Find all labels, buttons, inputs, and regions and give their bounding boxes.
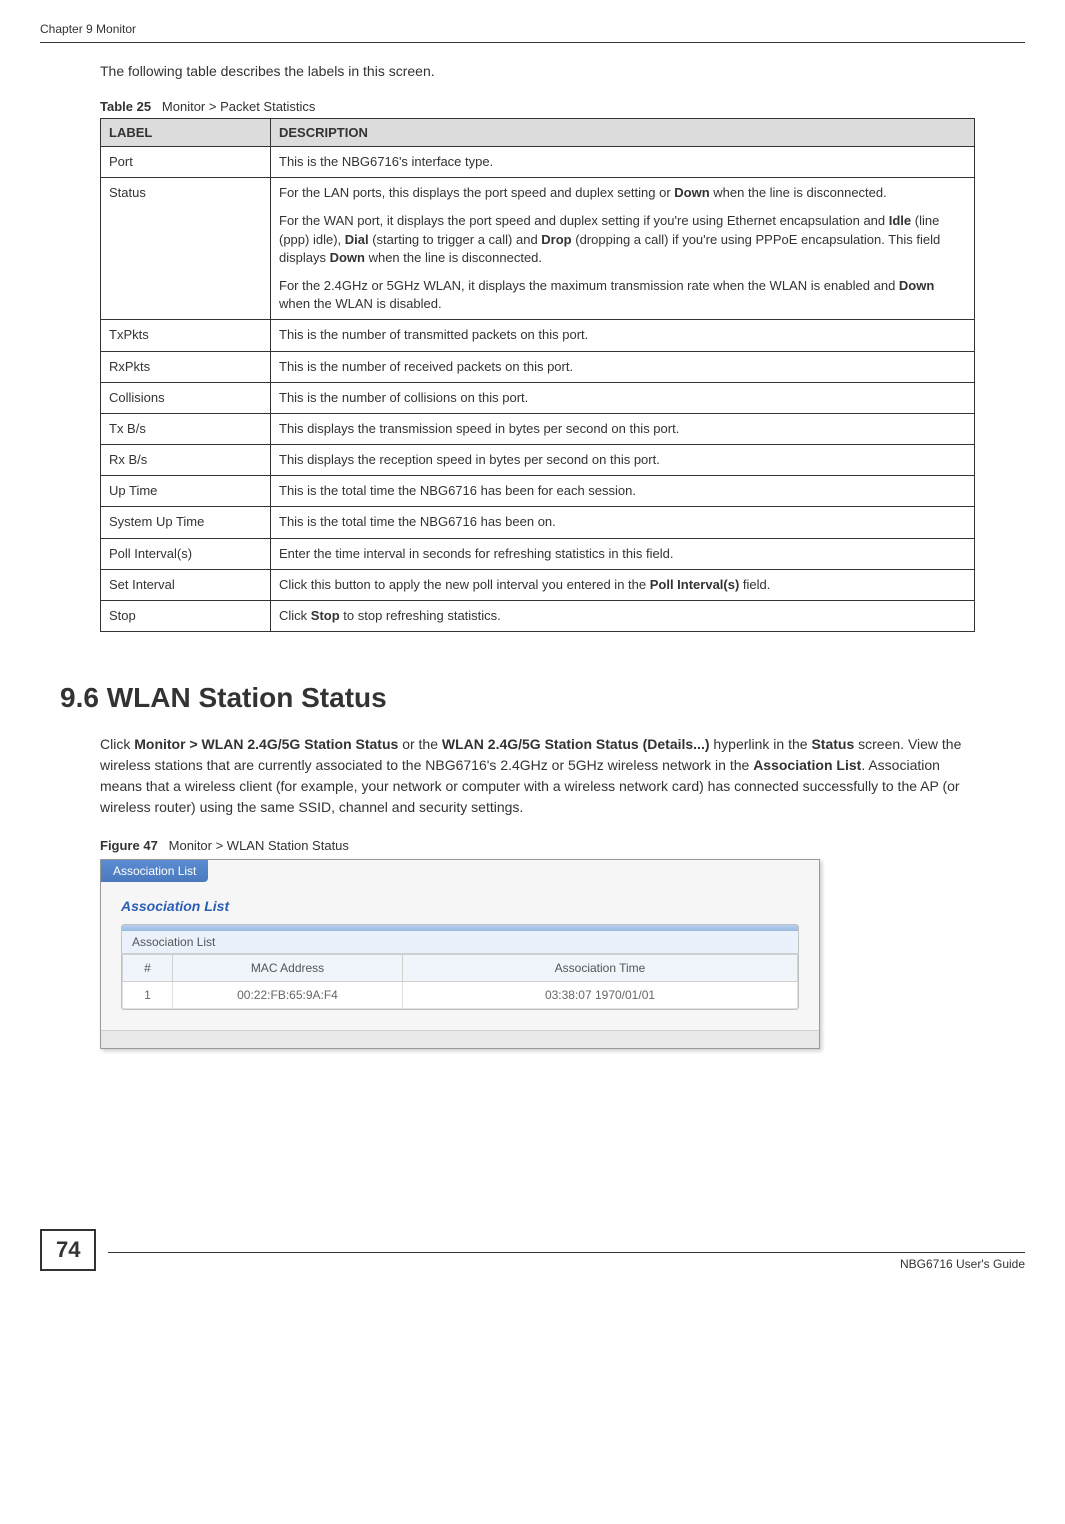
cell-desc: This is the total time the NBG6716 has b…	[271, 507, 975, 538]
cell-desc: This is the number of received packets o…	[271, 351, 975, 382]
figure47-caption-text: Monitor > WLAN Station Status	[169, 838, 349, 853]
association-panel-title: Association List	[121, 898, 799, 914]
cell-label: Stop	[101, 601, 271, 632]
screenshot-footer-bar	[101, 1030, 819, 1048]
table-row: RxPkts This is the number of received pa…	[101, 351, 975, 382]
cell-label: Rx B/s	[101, 445, 271, 476]
table-row: System Up Time This is the total time th…	[101, 507, 975, 538]
cell-time: 03:38:07 1970/01/01	[403, 982, 798, 1009]
table-row: TxPkts This is the number of transmitted…	[101, 320, 975, 351]
association-table: # MAC Address Association Time 1 00:22:F…	[122, 954, 798, 1009]
table-row: Port This is the NBG6716's interface typ…	[101, 147, 975, 178]
cell-label: Port	[101, 147, 271, 178]
col-mac: MAC Address	[173, 955, 403, 982]
table-row: Poll Interval(s) Enter the time interval…	[101, 538, 975, 569]
table25-caption-prefix: Table 25	[100, 99, 151, 114]
col-time: Association Time	[403, 955, 798, 982]
table-row: Up Time This is the total time the NBG67…	[101, 476, 975, 507]
cell-desc: For the LAN ports, this displays the por…	[271, 178, 975, 320]
cell-desc: Click this button to apply the new poll …	[271, 569, 975, 600]
figure47-caption-prefix: Figure 47	[100, 838, 158, 853]
table25-header-row: LABEL DESCRIPTION	[101, 119, 975, 147]
chapter-label: Chapter 9 Monitor	[40, 22, 136, 36]
col-num: #	[123, 955, 173, 982]
table25-caption-text: Monitor > Packet Statistics	[162, 99, 316, 114]
guide-label: NBG6716 User's Guide	[900, 1257, 1025, 1271]
cell-desc: Enter the time interval in seconds for r…	[271, 538, 975, 569]
cell-label: Collisions	[101, 382, 271, 413]
association-panel: Association List Association List # MAC …	[101, 882, 819, 1030]
cell-label: TxPkts	[101, 320, 271, 351]
page-footer: 74 NBG6716 User's Guide	[40, 1229, 1025, 1271]
section-heading: 9.6 WLAN Station Status	[60, 682, 1025, 714]
cell-label: Set Interval	[101, 569, 271, 600]
table-row: Status For the LAN ports, this displays …	[101, 178, 975, 320]
cell-label: System Up Time	[101, 507, 271, 538]
table-row: Rx B/s This displays the reception speed…	[101, 445, 975, 476]
association-table-header-row: # MAC Address Association Time	[123, 955, 798, 982]
cell-label: Up Time	[101, 476, 271, 507]
cell-desc: This is the NBG6716's interface type.	[271, 147, 975, 178]
table-row: Stop Click Stop to stop refreshing stati…	[101, 601, 975, 632]
cell-desc: This is the number of transmitted packet…	[271, 320, 975, 351]
page-number: 74	[40, 1229, 96, 1271]
table-row: Collisions This is the number of collisi…	[101, 382, 975, 413]
figure47-caption: Figure 47 Monitor > WLAN Station Status	[100, 838, 965, 853]
cell-desc: This is the total time the NBG6716 has b…	[271, 476, 975, 507]
cell-desc: This displays the reception speed in byt…	[271, 445, 975, 476]
table25: LABEL DESCRIPTION Port This is the NBG67…	[100, 118, 975, 632]
table-row: Tx B/s This displays the transmission sp…	[101, 413, 975, 444]
section-paragraph: Click Monitor > WLAN 2.4G/5G Station Sta…	[100, 734, 965, 818]
association-table-row: 1 00:22:FB:65:9A:F4 03:38:07 1970/01/01	[123, 982, 798, 1009]
cell-mac: 00:22:FB:65:9A:F4	[173, 982, 403, 1009]
cell-label: Status	[101, 178, 271, 320]
cell-desc: Click Stop to stop refreshing statistics…	[271, 601, 975, 632]
cell-desc: This displays the transmission speed in …	[271, 413, 975, 444]
cell-num: 1	[123, 982, 173, 1009]
cell-label: Tx B/s	[101, 413, 271, 444]
association-list-header: Association List	[122, 931, 798, 954]
cell-label: Poll Interval(s)	[101, 538, 271, 569]
table25-caption: Table 25 Monitor > Packet Statistics	[100, 99, 965, 114]
table25-col-label: LABEL	[101, 119, 271, 147]
page-header: Chapter 9 Monitor	[40, 20, 1025, 43]
association-list-box: Association List # MAC Address Associati…	[121, 924, 799, 1010]
association-list-tab[interactable]: Association List	[101, 860, 208, 882]
figure47-screenshot: Association List Association List Associ…	[100, 859, 820, 1049]
table-row: Set Interval Click this button to apply …	[101, 569, 975, 600]
footer-line: NBG6716 User's Guide	[108, 1252, 1025, 1271]
intro-text: The following table describes the labels…	[100, 63, 965, 79]
table25-col-desc: DESCRIPTION	[271, 119, 975, 147]
cell-label: RxPkts	[101, 351, 271, 382]
cell-desc: This is the number of collisions on this…	[271, 382, 975, 413]
